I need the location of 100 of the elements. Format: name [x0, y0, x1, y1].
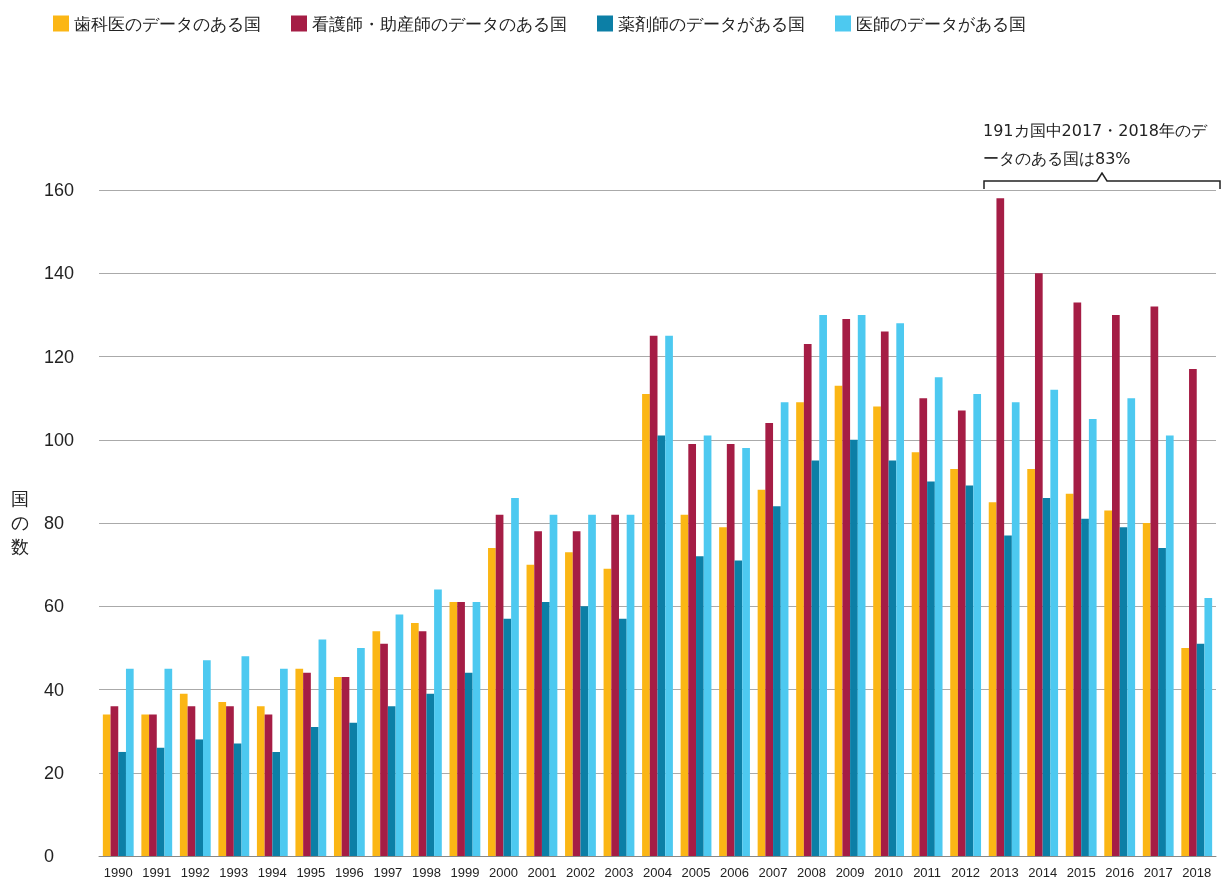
bar [873, 406, 881, 856]
bar [187, 706, 196, 856]
bar [256, 706, 265, 856]
bar [495, 514, 504, 856]
bar [1050, 389, 1059, 856]
bar [511, 498, 519, 856]
bar [1196, 643, 1205, 856]
bar [842, 319, 851, 856]
bar [1204, 597, 1213, 856]
x-tick-label: 1993 [219, 865, 249, 880]
bar [457, 602, 465, 856]
bar [179, 693, 188, 856]
bar [565, 552, 573, 856]
bar [149, 714, 157, 856]
bar [488, 547, 496, 856]
bar [333, 677, 342, 856]
bar [503, 618, 512, 856]
x-tick-label: 2017 [1143, 865, 1173, 880]
bar [611, 514, 619, 856]
x-tick-label: 1995 [296, 865, 326, 880]
bar [387, 706, 396, 856]
bar [241, 656, 250, 856]
bar [742, 448, 750, 856]
x-tick-label: 1992 [180, 865, 210, 880]
bar [1042, 498, 1051, 856]
bar [934, 377, 943, 856]
bar [888, 460, 897, 856]
bar [541, 602, 550, 856]
bar [703, 435, 712, 856]
legend-label: 歯科医のデータのある国 [74, 13, 261, 34]
x-tick-label: 2002 [566, 865, 595, 880]
x-tick-label: 2013 [989, 865, 1019, 880]
bar [272, 751, 281, 856]
bar [572, 531, 581, 856]
x-tick-label: 2016 [1105, 865, 1135, 880]
bar [1088, 418, 1097, 856]
bar [295, 668, 304, 856]
bar [965, 485, 974, 856]
x-tick-label: 1996 [334, 865, 364, 880]
bar [811, 460, 820, 856]
legend-label: 薬剤師のデータがある国 [618, 13, 805, 34]
bar [395, 614, 404, 856]
x-tick-label: 2009 [835, 865, 865, 880]
bar [796, 402, 804, 856]
x-tick-label: 2011 [913, 865, 942, 880]
bar [118, 751, 126, 856]
bar [1073, 302, 1082, 856]
bar [1027, 468, 1035, 856]
legend-label: 看護師・助産師のデータのある国 [312, 13, 567, 34]
x-tick-label: 2014 [1028, 865, 1058, 880]
bar [195, 739, 203, 856]
bar [264, 714, 273, 856]
bar [734, 560, 743, 856]
bar [911, 452, 920, 856]
bar [950, 468, 958, 856]
bar [1142, 523, 1151, 856]
x-tick-label: 2007 [758, 865, 788, 880]
bar [649, 335, 658, 856]
bar [803, 344, 812, 856]
x-tick-label: 2015 [1066, 865, 1096, 880]
bar [203, 660, 211, 856]
bar [696, 556, 704, 856]
x-tick-label: 1991 [142, 865, 172, 880]
bar [1081, 518, 1089, 856]
bar [773, 506, 781, 856]
bar [534, 531, 542, 856]
bar [549, 514, 558, 856]
x-tick-label: 2010 [874, 865, 904, 880]
x-tick-label: 1997 [373, 865, 403, 880]
x-tick-label: 2003 [604, 865, 634, 880]
legend-label: 医師のデータがある国 [856, 13, 1026, 34]
y-tick-label: 40 [44, 679, 65, 700]
bar [410, 622, 419, 856]
bar [757, 489, 766, 856]
bar [919, 398, 928, 856]
bar [464, 672, 473, 856]
bar [357, 647, 365, 856]
bar [125, 668, 134, 856]
x-tick-label: 2005 [681, 865, 711, 880]
bar [434, 589, 442, 856]
bar [850, 439, 858, 856]
bar [218, 701, 227, 856]
bar [372, 631, 381, 856]
x-tick-label: 1990 [103, 865, 133, 880]
bar [164, 668, 173, 856]
bar [626, 514, 635, 856]
bar [1165, 435, 1174, 856]
bar [834, 385, 843, 856]
bar [380, 643, 388, 856]
bar [1127, 398, 1136, 856]
y-tick-label: 140 [44, 263, 75, 284]
bar [927, 481, 935, 856]
bar [156, 747, 165, 856]
bar [1181, 647, 1190, 856]
bar [988, 502, 997, 856]
x-tick-label: 2000 [488, 865, 518, 880]
bar [1011, 402, 1020, 856]
bar [226, 706, 234, 856]
y-tick-label: 80 [44, 513, 65, 533]
bar [449, 602, 458, 856]
